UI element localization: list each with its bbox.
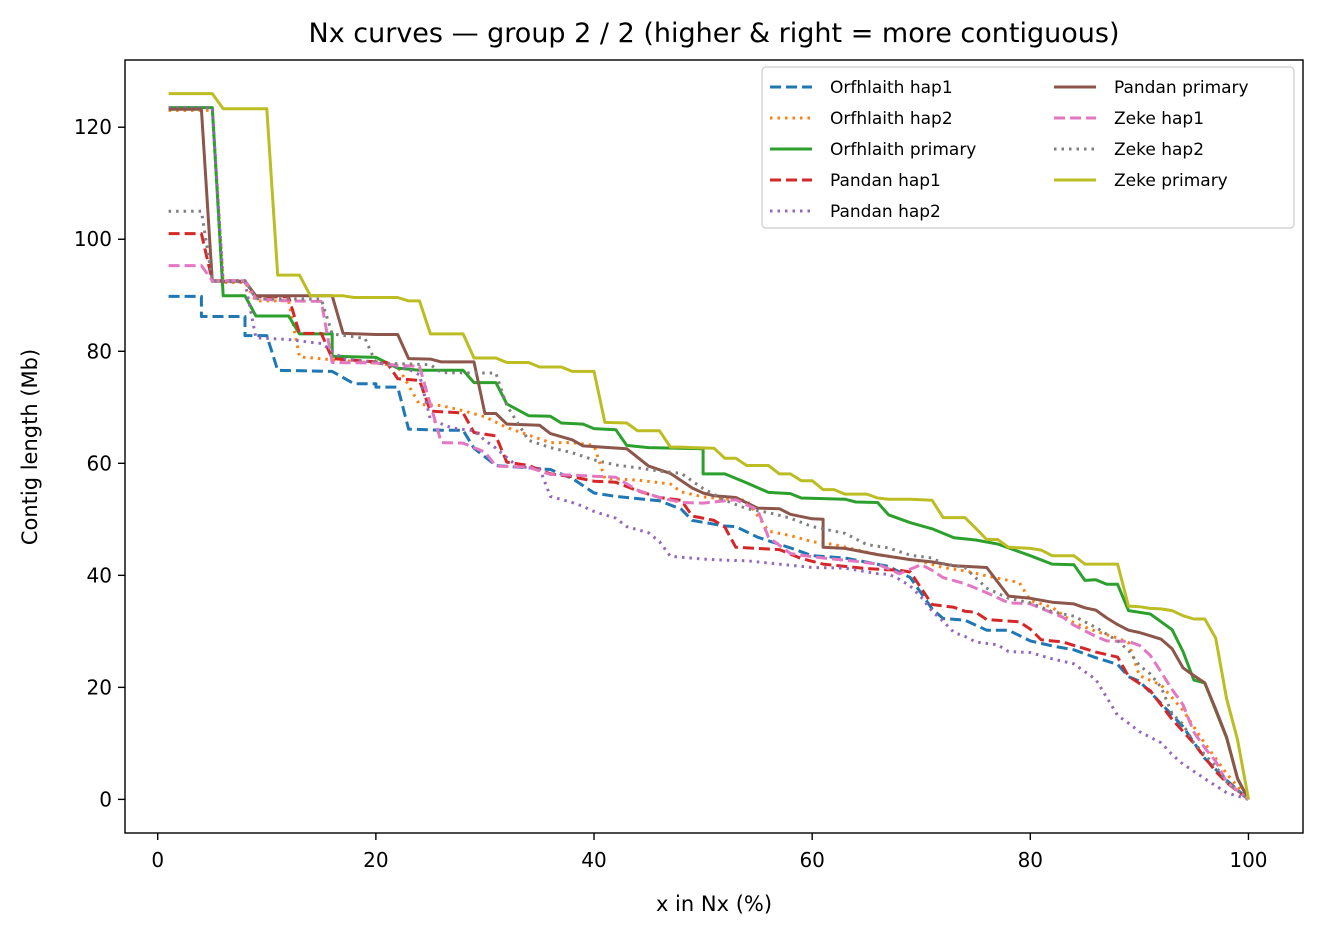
legend-label-orfhlaith-primary: Orfhlaith primary (830, 140, 976, 160)
series-line-zeke-primary (168, 92, 1250, 800)
legend-label-zeke-hap1: Zeke hap1 (1114, 109, 1204, 129)
y-tick-label: 80 (87, 339, 112, 363)
legend-label-zeke-primary: Zeke primary (1114, 171, 1228, 191)
legend-label-pandan-hap1: Pandan hap1 (830, 171, 941, 191)
plot-frame (124, 59, 1304, 834)
legend-label-orfhlaith-hap2: Orfhlaith hap2 (830, 109, 953, 129)
series-line-pandan-hap1 (168, 232, 1250, 801)
x-tick-label: 80 (1018, 848, 1043, 872)
y-tick-label: 40 (87, 563, 112, 587)
series-line-zeke-hap2 (168, 209, 1250, 801)
legend-label-pandan-primary: Pandan primary (1114, 78, 1249, 98)
legend-label-zeke-hap2: Zeke hap2 (1114, 140, 1204, 160)
legend-label-orfhlaith-hap1: Orfhlaith hap1 (830, 78, 953, 98)
y-tick-label: 60 (87, 451, 112, 475)
legend-box (761, 66, 1295, 229)
x-tick-label: 100 (1229, 848, 1267, 872)
x-tick-label: 20 (363, 848, 388, 872)
legend: Orfhlaith hap1 Orfhlaith hap2 Orfhlaith pr… (761, 66, 1295, 229)
y-axis: 0 20 40 60 80 100 120 (74, 115, 125, 811)
y-tick-label: 20 (87, 675, 112, 699)
x-tick-label: 60 (799, 848, 824, 872)
x-tick-label: 0 (151, 848, 164, 872)
x-tick-label: 40 (581, 848, 606, 872)
y-axis-label: Contig length (Mb) (18, 349, 42, 545)
x-axis: 0 20 40 60 80 100 (151, 833, 1268, 872)
y-tick-label: 120 (74, 115, 112, 139)
y-tick-label: 0 (99, 787, 112, 811)
series-line-orfhlaith-hap1 (168, 294, 1250, 801)
y-tick-label: 100 (74, 227, 112, 251)
series-line-pandan-hap2 (168, 106, 1249, 801)
series-line-zeke-hap1 (168, 264, 1250, 801)
x-axis-label: x in Nx (%) (656, 892, 772, 916)
legend-label-pandan-hap2: Pandan hap2 (830, 202, 941, 222)
plot-lines (168, 92, 1250, 801)
series-line-pandan-primary (168, 107, 1250, 801)
chart-title: Nx curves — group 2 / 2 (higher & right … (309, 18, 1120, 49)
